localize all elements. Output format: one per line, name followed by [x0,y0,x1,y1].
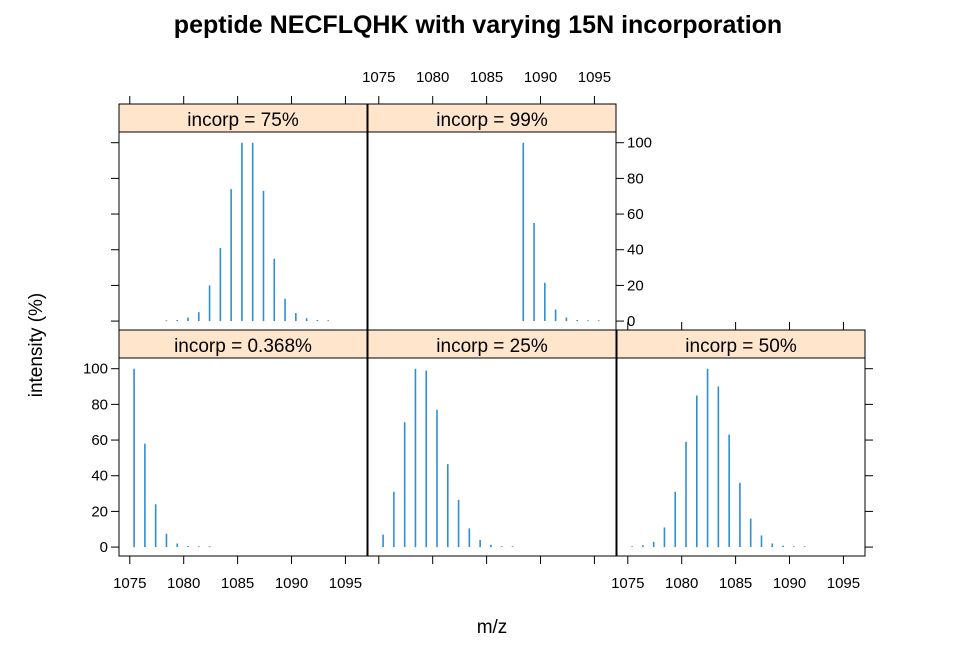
x-tick-label: 1085 [470,69,503,86]
panels-group: incorp = 0.368% incorp = 25% incorp = 50% i… [118,103,866,557]
y-tick-label: 80 [91,396,108,413]
axes-group: 1075 1080 1085 1090 1095 1075 1080 1085 1090 1095… [83,69,873,592]
panel-strip [118,329,368,359]
panel-strip-label: incorp = 25% [436,336,548,357]
panel: incorp = 99% [367,103,617,331]
x-axis-label: m/z [477,617,508,638]
x-tick-label: 1095 [827,575,860,592]
x-tick-label: 1075 [113,575,146,592]
x-tick-label: 1095 [578,69,611,86]
x-tick-label: 1095 [329,575,362,592]
y-tick-label: 0 [627,313,635,330]
panel-strip-label: incorp = 0.368% [174,336,312,357]
panel-strip-label: incorp = 99% [436,110,548,131]
panel-border [118,131,368,331]
y-tick-label: 100 [83,361,108,378]
panel: incorp = 25% [367,329,617,557]
x-tick-label: 1085 [719,575,752,592]
y-tick-label: 0 [100,539,108,556]
x-tick-label: 1090 [275,575,308,592]
y-tick-label: 80 [627,170,644,187]
y-tick-label: 100 [627,135,652,152]
y-axis-label: intensity (%) [26,293,47,398]
panel-border [367,357,617,557]
chart-title: peptide NECFLQHK with varying 15N incorp… [174,11,782,39]
panel-border [118,357,368,557]
y-tick-label: 40 [627,242,644,259]
y-tick-label: 40 [91,468,108,485]
x-tick-label: 1080 [167,575,200,592]
y-tick-label: 20 [627,277,644,294]
panel-border [367,131,617,331]
panel: incorp = 75% [118,103,368,331]
x-tick-label: 1090 [524,69,557,86]
x-tick-label: 1085 [221,575,254,592]
x-tick-label: 1090 [773,575,806,592]
panel-strip-label: incorp = 75% [187,110,299,131]
x-tick-label: 1075 [611,575,644,592]
panel-strip [118,103,368,133]
x-tick-label: 1080 [416,69,449,86]
panel-strip [367,103,617,133]
y-tick-label: 60 [627,206,644,223]
x-tick-label: 1075 [362,69,395,86]
panel-strip-label: incorp = 50% [685,336,797,357]
x-tick-label: 1080 [665,575,698,592]
panel-border [616,357,866,557]
y-tick-label: 20 [91,503,108,520]
y-tick-label: 60 [91,432,108,449]
panel: incorp = 0.368% [118,329,368,557]
panel: incorp = 50% [616,329,866,557]
